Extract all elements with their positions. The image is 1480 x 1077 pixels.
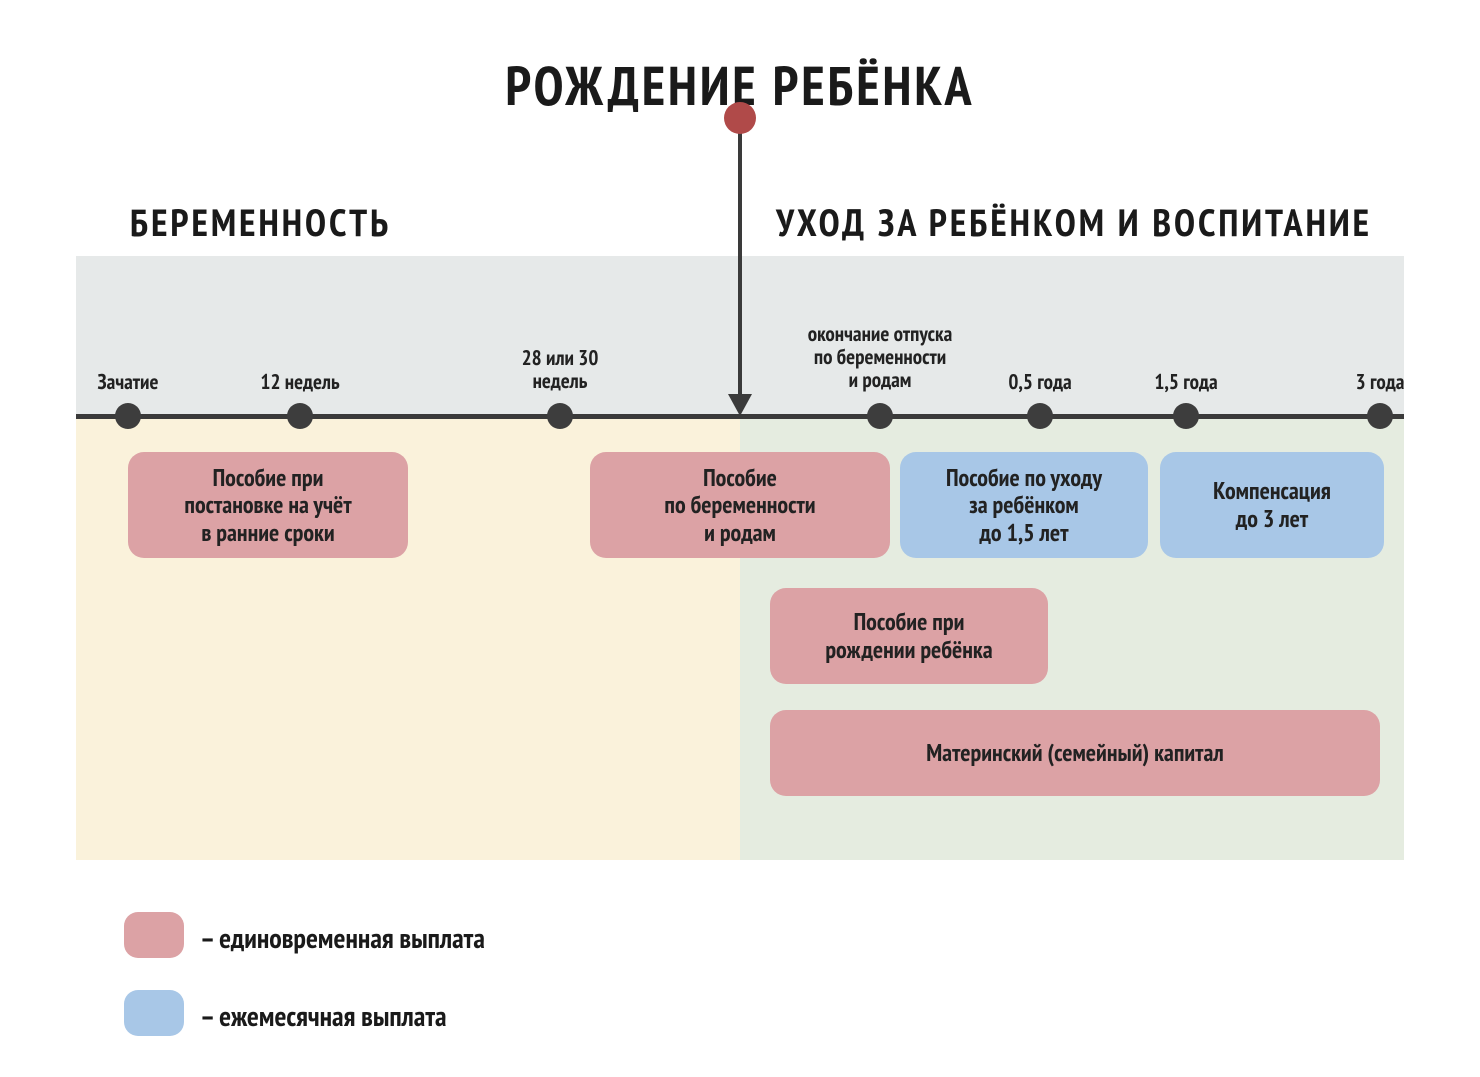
timeline-dot — [547, 403, 573, 429]
timeline-label: 28 или 30недель — [450, 346, 670, 392]
timeline-label: 1,5 года — [1076, 370, 1296, 393]
birth-benefit: Пособие прирождении ребёнка — [770, 588, 1048, 684]
maternity-capital: Материнский (семейный) капитал — [770, 710, 1380, 796]
heading-pregnancy: БЕРЕМЕННОСТЬ — [130, 198, 391, 247]
birth-arrow-stem — [738, 118, 742, 396]
timeline-label: 3 года — [1270, 370, 1480, 393]
childcare-benefit-1-5: Пособие по уходуза ребёнкомдо 1,5 лет — [900, 452, 1148, 558]
legend-swatch — [124, 990, 184, 1036]
infographic-canvas: РОЖДЕНИЕ РЕБЁНКАБЕРЕМЕННОСТЬУХОД ЗА РЕБЁ… — [0, 0, 1480, 1077]
timeline-dot — [115, 403, 141, 429]
timeline-label: 12 недель — [190, 370, 410, 393]
birth-arrow-top-dot — [724, 102, 756, 134]
heading-childcare: УХОД ЗА РЕБЁНКОМ И ВОСПИТАНИЕ — [776, 198, 1372, 247]
legend-label: – ежемесячная выплата — [200, 997, 447, 1034]
legend-label: – единовременная выплата — [200, 919, 485, 956]
timeline-dot — [1027, 403, 1053, 429]
maternity-benefit: Пособиепо беременностии родам — [590, 452, 890, 558]
timeline-dot — [867, 403, 893, 429]
timeline-dot — [1367, 403, 1393, 429]
birth-arrow-head-icon — [728, 394, 752, 416]
legend-swatch — [124, 912, 184, 958]
compensation-3-years: Компенсациядо 3 лет — [1160, 452, 1384, 558]
timeline-dot — [287, 403, 313, 429]
timeline-dot — [1173, 403, 1199, 429]
early-registration-benefit: Пособие припостановке на учётв ранние ср… — [128, 452, 408, 558]
